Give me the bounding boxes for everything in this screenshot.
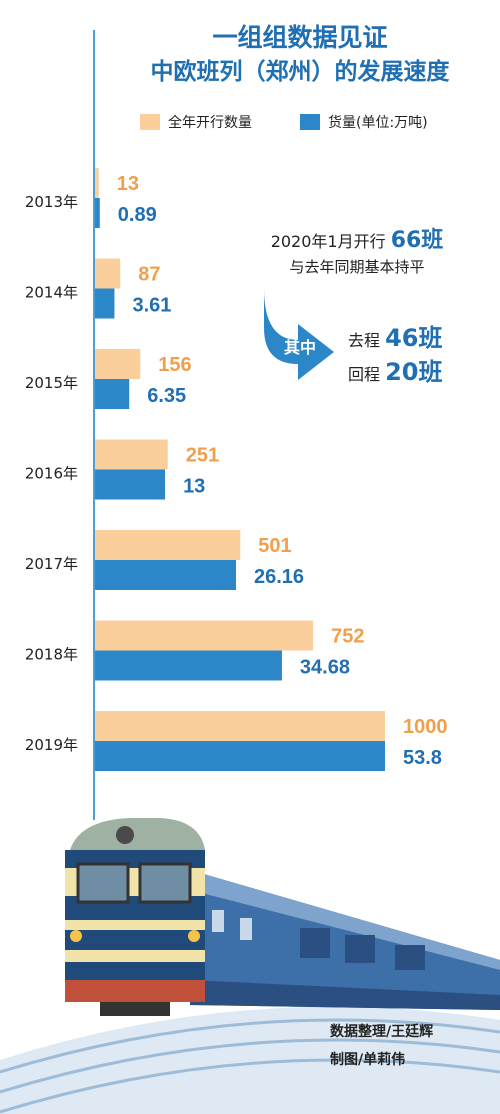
curved-arrow-icon [264, 288, 334, 380]
bar-count [95, 711, 385, 741]
data-label-tonnage: 6.35 [147, 385, 186, 407]
y-tick-label: 2019年 [25, 736, 78, 754]
bar-count [95, 530, 241, 560]
data-label-tonnage: 0.89 [118, 204, 157, 226]
y-tick-label: 2014年 [25, 284, 78, 302]
legend-swatch-tonnage [300, 114, 320, 130]
data-label-count: 13 [117, 173, 139, 195]
data-label-tonnage: 53.8 [403, 747, 442, 769]
route-return-label: 回程 [348, 365, 381, 384]
data-label-count: 87 [138, 264, 160, 286]
note-arrow-label: 其中 [284, 338, 317, 357]
data-label-count: 156 [158, 354, 191, 376]
data-label-count: 501 [258, 535, 291, 557]
y-tick-label: 2017年 [25, 555, 78, 573]
route-return: 回程 20班 [348, 352, 443, 387]
note-line-1: 2020年1月开行 66班 [232, 222, 482, 254]
y-tick-label: 2015年 [25, 374, 78, 392]
bar-tonnage [95, 469, 166, 500]
route-outbound: 去程 46班 [348, 318, 443, 353]
bar-count [95, 258, 121, 289]
bar-tonnage [95, 379, 130, 409]
frame-line [93, 30, 95, 820]
data-label-count: 752 [331, 626, 364, 648]
data-label-tonnage: 13 [183, 476, 205, 498]
data-label-tonnage: 3.61 [132, 295, 171, 317]
bar-count [95, 349, 141, 379]
bar-tonnage [95, 741, 385, 771]
route-outbound-label: 去程 [348, 331, 381, 350]
y-tick-label: 2016年 [25, 465, 78, 483]
chart-title-line-2: 中欧班列（郑州）的发展速度 [150, 59, 450, 85]
legend-label-tonnage: 货量(单位:万吨) [328, 115, 428, 131]
note-prefix: 2020年1月开行 [270, 232, 386, 251]
bar-tonnage [95, 560, 237, 590]
train-illustration [0, 818, 500, 1114]
bar-tonnage [95, 650, 282, 681]
legend-swatch-count [140, 114, 160, 130]
bar-tonnage [95, 198, 100, 228]
bar-count [95, 620, 314, 651]
data-label-count: 251 [186, 445, 219, 467]
data-label-count: 1000 [403, 716, 448, 738]
credit-data: 数据整理/王廷辉 [330, 1024, 434, 1040]
legend-item-count: 全年开行数量 [140, 112, 252, 132]
note-block: 2020年1月开行 66班 与去年同期基本持平 [232, 222, 482, 277]
credits: 数据整理/王廷辉 制图/单莉伟 [330, 1018, 433, 1074]
bar-count [95, 439, 168, 470]
legend-label-count: 全年开行数量 [168, 115, 252, 131]
note-line-2: 与去年同期基本持平 [289, 258, 425, 276]
route-outbound-value: 46班 [385, 324, 443, 352]
credit-design: 制图/单莉伟 [330, 1052, 406, 1068]
bar-chart: 2013年 13 0.89 2014年 87 3.61 2015年 156 6.35 2016年 2… [25, 168, 448, 771]
data-label-tonnage: 34.68 [300, 657, 350, 679]
route-return-value: 20班 [385, 358, 443, 386]
legend-item-tonnage: 货量(单位:万吨) [300, 112, 428, 132]
note-total: 66班 [390, 228, 444, 253]
chart-title-line-1: 一组组数据见证 [212, 23, 388, 52]
y-tick-label: 2013年 [25, 193, 78, 211]
data-label-tonnage: 26.16 [254, 566, 304, 588]
bar-count [95, 168, 99, 198]
y-tick-label: 2018年 [25, 646, 78, 664]
bar-tonnage [95, 288, 115, 319]
